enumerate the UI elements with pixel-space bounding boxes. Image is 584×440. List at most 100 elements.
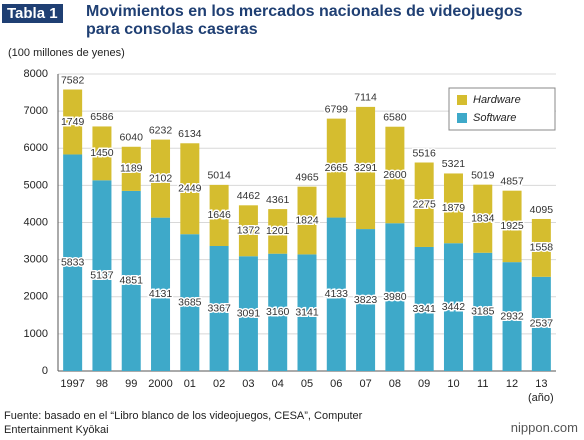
- y-tick-label: 3000: [24, 254, 48, 266]
- bar-segment: [92, 180, 112, 371]
- bar-segment: [180, 143, 200, 235]
- bar-segment: [238, 205, 258, 257]
- bar-segment: [63, 154, 83, 371]
- y-tick-label: 2000: [24, 291, 48, 303]
- value-label: 2600: [383, 169, 407, 181]
- bar-segment: [180, 234, 200, 371]
- value-label: 2665: [325, 162, 349, 174]
- y-tick-label: 1000: [24, 328, 48, 340]
- bar-segment: [531, 218, 551, 277]
- bar-segment: [473, 252, 493, 371]
- bar-segment: [356, 106, 376, 230]
- bar-segment: [121, 146, 141, 191]
- legend-label: Software: [473, 112, 516, 124]
- value-label: 1372: [237, 225, 261, 237]
- bar-segment: [209, 184, 229, 247]
- bar-segment: [297, 254, 317, 371]
- bar-segment: [268, 209, 288, 254]
- bar-segment: [502, 190, 522, 263]
- x-tick-label: 08: [389, 378, 401, 390]
- value-label: 3091: [237, 307, 261, 319]
- x-tick-label: 11: [477, 378, 488, 390]
- value-label: 4851: [120, 275, 144, 287]
- value-label: 3823: [354, 294, 378, 306]
- y-axis-label: (100 millones de yenes): [8, 47, 125, 59]
- source: Fuente: basado en el “Libro blanco de lo…: [4, 410, 363, 436]
- total-label: 6134: [178, 128, 202, 140]
- bar-segment: [297, 186, 317, 255]
- total-label: 5516: [412, 147, 436, 159]
- value-label: 2932: [500, 310, 524, 322]
- bar-segment: [414, 246, 434, 371]
- total-label: 6586: [90, 111, 114, 123]
- value-label: 4133: [325, 288, 349, 300]
- x-tick-label: 06: [330, 378, 342, 390]
- bar-segment: [326, 217, 346, 371]
- legend-label: Hardware: [473, 94, 521, 106]
- value-label: 3141: [295, 306, 319, 318]
- bar-segment: [443, 243, 463, 371]
- value-label: 1834: [471, 212, 495, 224]
- badge: Tabla 1: [2, 4, 63, 23]
- x-tick-label: 13: [535, 378, 547, 390]
- value-label: 1824: [295, 214, 319, 226]
- y-tick-label: 4000: [24, 216, 48, 228]
- bar-segment: [151, 139, 171, 218]
- value-label: 1558: [530, 242, 554, 254]
- y-tick-label: 6000: [24, 142, 48, 154]
- value-label: 1879: [442, 202, 466, 214]
- bar-segment: [209, 246, 229, 371]
- value-label: 5833: [61, 257, 85, 269]
- total-label: 4462: [237, 190, 261, 202]
- y-tick-label: 7000: [24, 105, 48, 117]
- chart-title: Movimientos en los mercados nacionales d…: [86, 3, 523, 38]
- bar-segment: [326, 118, 346, 218]
- x-tick-label: 01: [184, 378, 196, 390]
- bar-segment: [238, 256, 258, 371]
- value-label: 3442: [442, 301, 466, 313]
- bar-segment: [121, 190, 141, 371]
- value-label: 3291: [354, 162, 378, 174]
- value-label: 2275: [412, 199, 436, 211]
- x-tick-label: 2000: [148, 378, 172, 390]
- x-tick-label: 09: [418, 378, 430, 390]
- value-label: 2449: [178, 183, 202, 195]
- bar-segment: [473, 184, 493, 253]
- value-label: 1749: [61, 116, 85, 128]
- x-tick-label: 03: [242, 378, 254, 390]
- logo: nippon.com: [510, 420, 578, 435]
- value-label: 3685: [178, 296, 202, 308]
- total-label: 4965: [295, 171, 319, 183]
- x-tick-label: 99: [125, 378, 137, 390]
- bar-segment: [414, 162, 434, 247]
- legend-swatch: [457, 113, 467, 123]
- value-label: 4131: [149, 288, 173, 300]
- value-label: 1925: [500, 220, 524, 232]
- total-label: 5321: [442, 158, 466, 170]
- value-label: 3185: [471, 306, 495, 318]
- x-tick-label: 02: [213, 378, 225, 390]
- value-label: 1646: [207, 209, 231, 221]
- total-label: 7114: [354, 92, 377, 104]
- x-tick-label: 1997: [60, 378, 84, 390]
- total-label: 6040: [120, 132, 144, 144]
- total-label: 4857: [500, 175, 524, 187]
- value-label: 3980: [383, 291, 407, 303]
- value-label: 2537: [530, 318, 554, 330]
- value-label: 3160: [266, 306, 290, 318]
- value-label: 5137: [90, 269, 114, 281]
- bar-segment: [356, 229, 376, 371]
- x-axis-label: (año): [528, 392, 554, 404]
- x-tick-label: 12: [506, 378, 518, 390]
- value-label: 2102: [149, 172, 173, 184]
- total-label: 6580: [383, 111, 407, 123]
- value-label: 3367: [207, 302, 231, 314]
- y-tick-label: 5000: [24, 179, 48, 191]
- y-tick-label: 0: [42, 365, 48, 377]
- total-label: 5019: [471, 169, 495, 181]
- total-label: 6799: [325, 103, 349, 115]
- bar-segment: [92, 126, 112, 181]
- value-label: 1189: [120, 163, 143, 175]
- bar-segment: [385, 223, 405, 371]
